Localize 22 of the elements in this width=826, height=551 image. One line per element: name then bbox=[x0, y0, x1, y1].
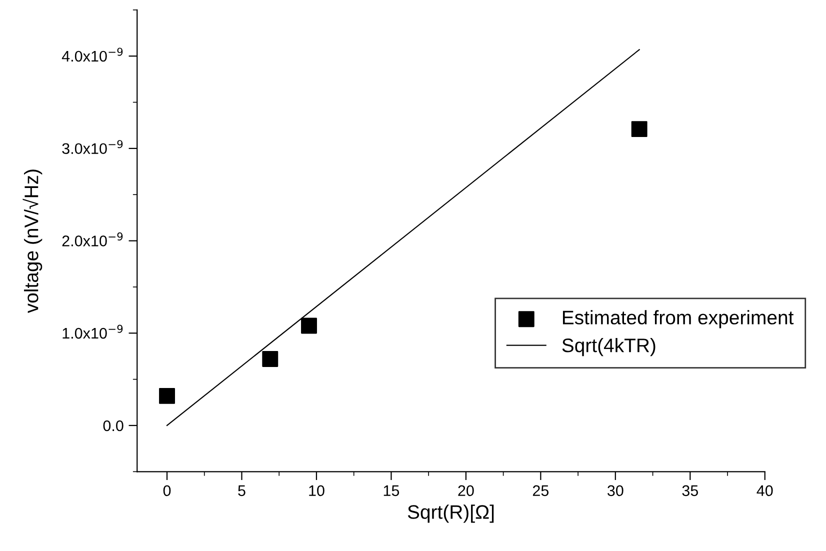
point bbox=[159, 388, 175, 404]
x-axis-title: Sqrt(R)[Ω] bbox=[408, 504, 494, 523]
legend-label: Sqrt(4kTR) bbox=[562, 338, 656, 356]
y-axis-title: voltage (nV/√Hz) bbox=[22, 170, 42, 314]
point bbox=[262, 351, 278, 367]
y-tick-label: 3.0x10$^{−9}$ bbox=[62, 140, 123, 154]
x-tick-label: 20 bbox=[458, 485, 474, 496]
legend-label: Estimated from experiment bbox=[562, 310, 794, 328]
x-tick-label: 0 bbox=[163, 485, 171, 496]
x-tick-label: 30 bbox=[607, 485, 624, 496]
point bbox=[301, 318, 317, 334]
y-tick-label: 0.0 bbox=[103, 420, 124, 432]
y-tick-label: 1.0x10$^{−9}$ bbox=[62, 324, 123, 339]
x-tick-label: 35 bbox=[682, 485, 698, 496]
y-tick-label: 2.0x10$^{−9}$ bbox=[62, 232, 123, 246]
x-tick-label: 10 bbox=[309, 485, 324, 496]
x-tick-label: 15 bbox=[384, 485, 400, 496]
y-tick-label: 4.0x10$^{−9}$ bbox=[62, 48, 123, 62]
x-tick-label: 25 bbox=[532, 485, 549, 496]
x-tick-label: 5 bbox=[238, 485, 246, 496]
point bbox=[631, 121, 648, 138]
x-tick-label: 40 bbox=[756, 485, 773, 496]
